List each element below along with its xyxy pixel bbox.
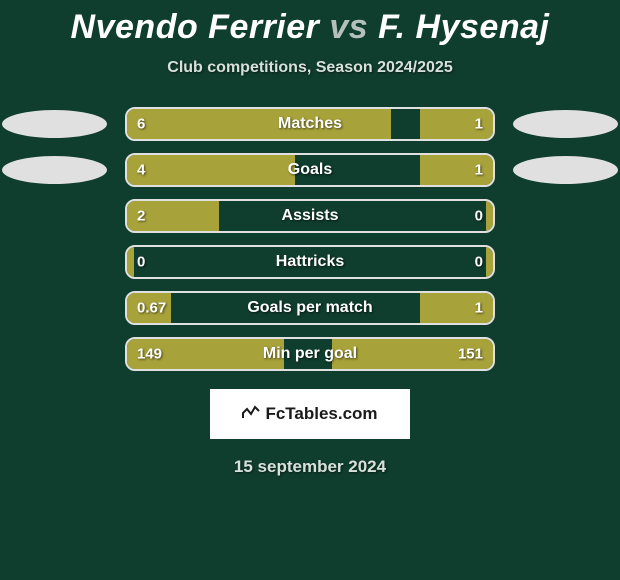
player1-value: 2 xyxy=(137,208,145,225)
player2-value: 1 xyxy=(475,300,483,317)
stat-label: Assists xyxy=(282,207,339,225)
player1-value: 0 xyxy=(137,254,145,271)
stat-bar: Assists 2 0 xyxy=(125,199,495,233)
stat-label: Min per goal xyxy=(263,345,357,363)
player1-value: 6 xyxy=(137,116,145,133)
bar-right-fill xyxy=(486,201,493,231)
player2-value: 0 xyxy=(475,208,483,225)
player2-name: F. Hysenaj xyxy=(378,8,549,46)
player2-value: 1 xyxy=(475,162,483,179)
player2-value: 1 xyxy=(475,116,483,133)
stat-row: Goals 4 1 xyxy=(0,153,620,187)
bar-left-fill xyxy=(127,247,134,277)
footer-logo: FcTables.com xyxy=(210,389,410,439)
stat-bar: Min per goal 149 151 xyxy=(125,337,495,371)
stat-row: Matches 6 1 xyxy=(0,107,620,141)
stat-label: Hattricks xyxy=(276,253,344,271)
bar-left-fill xyxy=(127,109,391,139)
stat-row: Hattricks 0 0 xyxy=(0,245,620,279)
spacer xyxy=(2,202,107,230)
comparison-title: Nvendo Ferrier vs F. Hysenaj xyxy=(0,0,620,47)
stat-label: Goals xyxy=(288,161,332,179)
stat-label: Goals per match xyxy=(247,299,372,317)
footer-logo-text: FcTables.com xyxy=(265,404,377,424)
stats-chart: Matches 6 1 Goals 4 1 Assists 2 0 Hattricks 0 0 Goal… xyxy=(0,107,620,371)
player1-value: 4 xyxy=(137,162,145,179)
chart-icon xyxy=(242,404,260,424)
stat-bar: Goals 4 1 xyxy=(125,153,495,187)
spacer xyxy=(2,340,107,368)
stat-row: Goals per match 0.67 1 xyxy=(0,291,620,325)
bar-right-fill xyxy=(486,247,493,277)
spacer xyxy=(2,294,107,322)
player1-badge xyxy=(2,156,107,184)
player1-value: 0.67 xyxy=(137,300,166,317)
stat-row: Min per goal 149 151 xyxy=(0,337,620,371)
spacer xyxy=(513,340,618,368)
stat-bar: Hattricks 0 0 xyxy=(125,245,495,279)
spacer xyxy=(513,202,618,230)
subtitle: Club competitions, Season 2024/2025 xyxy=(0,59,620,77)
bar-left-fill xyxy=(127,155,295,185)
footer-date: 15 september 2024 xyxy=(0,457,620,477)
stat-bar: Goals per match 0.67 1 xyxy=(125,291,495,325)
player1-name: Nvendo Ferrier xyxy=(71,8,320,46)
stat-bar: Matches 6 1 xyxy=(125,107,495,141)
vs-text: vs xyxy=(329,8,368,46)
player1-value: 149 xyxy=(137,346,162,363)
player2-value: 0 xyxy=(475,254,483,271)
stat-label: Matches xyxy=(278,115,342,133)
player2-value: 151 xyxy=(458,346,483,363)
player2-badge xyxy=(513,156,618,184)
spacer xyxy=(513,248,618,276)
spacer xyxy=(513,294,618,322)
player1-badge xyxy=(2,110,107,138)
spacer xyxy=(2,248,107,276)
player2-badge xyxy=(513,110,618,138)
stat-row: Assists 2 0 xyxy=(0,199,620,233)
